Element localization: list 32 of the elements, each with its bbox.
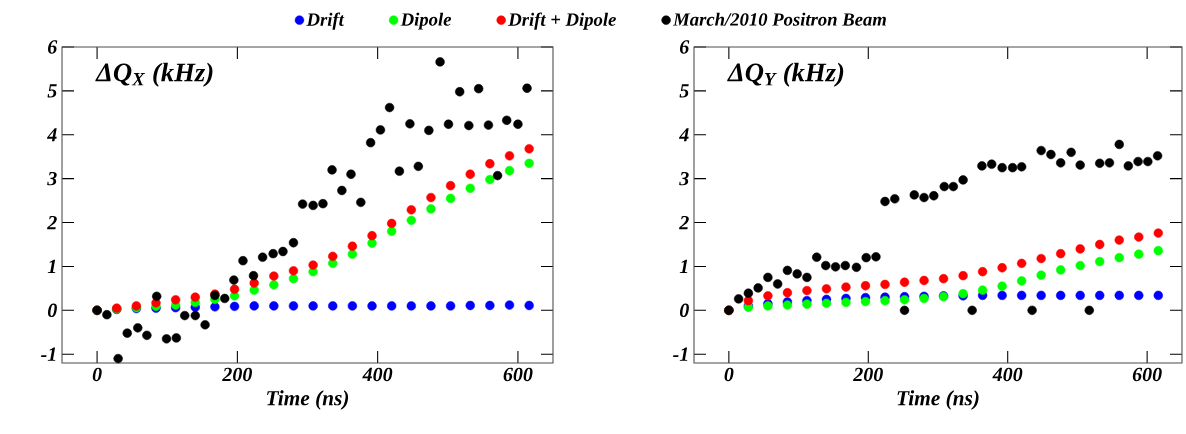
y-tick-label: -1 <box>673 347 688 361</box>
x-tick-label: 0 <box>724 367 734 382</box>
y-tick-label: 5 <box>679 84 689 98</box>
y-tick-label: 6 <box>47 40 58 54</box>
y-tick-label: 1 <box>679 259 688 274</box>
y-tick-label: -1 <box>41 347 56 361</box>
text: ΔQ$_{X}$ (kHz) <box>95 62 213 87</box>
x-tick-label: 200 <box>222 367 252 382</box>
x-axis-title: Time (ns) <box>897 390 979 410</box>
x-tick-label: 200 <box>853 367 883 382</box>
y-tick-label: 4 <box>678 128 689 142</box>
legend-label: Drift <box>306 12 345 30</box>
y-tick-label: 3 <box>47 171 57 186</box>
y-tick-label: 5 <box>47 84 57 98</box>
legend-label: Drift + Dipole <box>508 12 616 30</box>
legend-label: March/2010 Positron Beam <box>672 12 886 26</box>
text: ΔQ$_{Y}$ (kHz) <box>727 62 844 87</box>
y-tick-label: 3 <box>679 171 689 186</box>
x-tick-label: 400 <box>362 367 393 382</box>
y-tick-label: 0 <box>679 303 689 318</box>
x-tick-label: 600 <box>503 367 533 382</box>
x-tick-label: 600 <box>1132 367 1162 382</box>
y-tick-label: 4 <box>46 128 57 142</box>
x-tick-label: 400 <box>992 367 1023 382</box>
y-tick-label: 2 <box>47 215 57 230</box>
x-axis-title: Time (ns) <box>267 390 349 410</box>
legend-label: Dipole <box>400 12 452 30</box>
y-tick-label: 2 <box>679 215 689 230</box>
y-tick-label: 0 <box>47 303 57 318</box>
y-tick-label: 6 <box>679 40 690 54</box>
x-tick-label: 0 <box>92 367 102 382</box>
y-tick-label: 1 <box>47 259 56 274</box>
